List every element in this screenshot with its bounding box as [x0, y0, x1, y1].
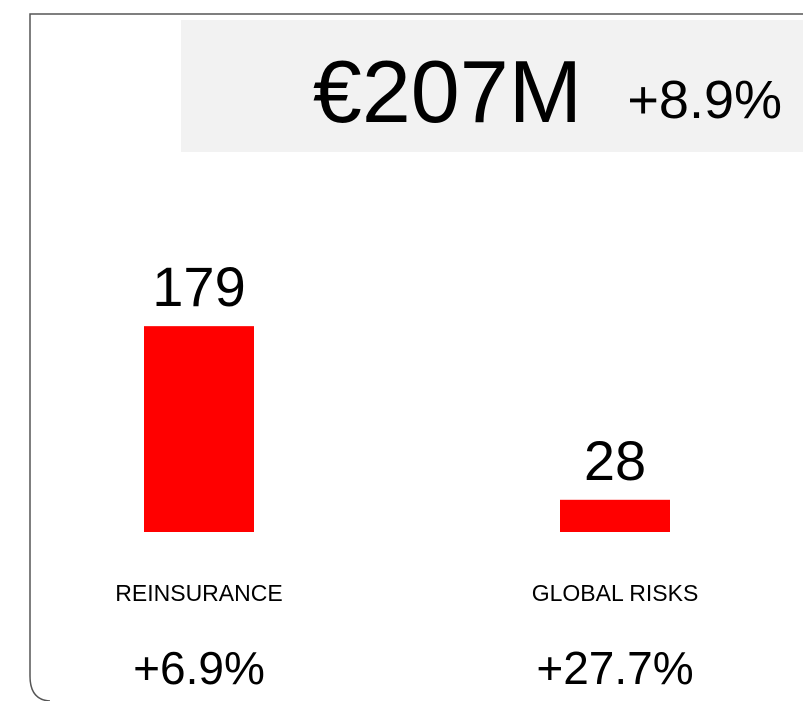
category-label: GLOBAL RISKS [532, 580, 699, 606]
bar [144, 326, 254, 532]
value-label: 179 [152, 255, 245, 318]
category-label: REINSURANCE [115, 580, 282, 606]
bar [560, 499, 670, 532]
frame [29, 13, 803, 701]
value-label: 28 [584, 429, 646, 492]
growth-label: +27.7% [536, 642, 693, 694]
growth-label: +6.9% [133, 642, 265, 694]
header-box [181, 20, 803, 152]
chart-title: €207M [313, 42, 582, 141]
chart-subtitle: +8.9% [627, 70, 782, 130]
